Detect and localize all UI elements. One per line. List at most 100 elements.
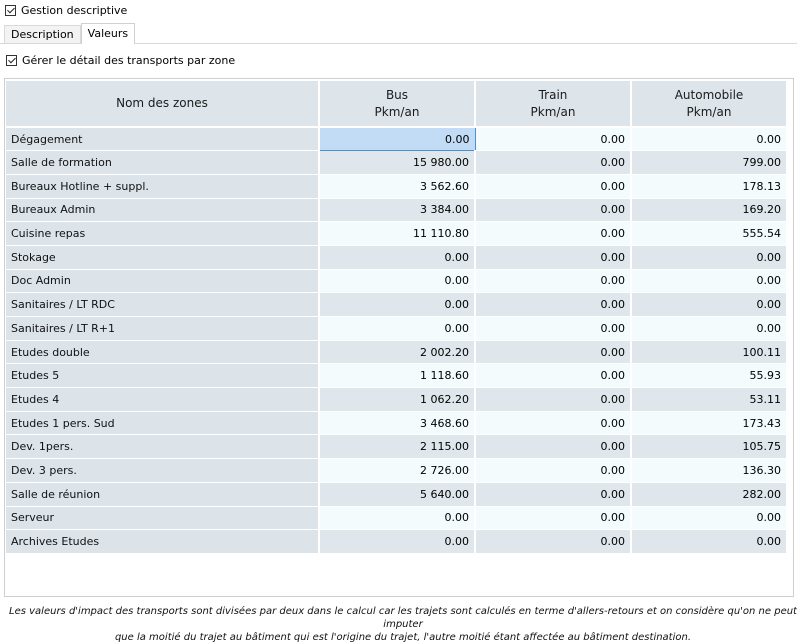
gestion-descriptive-checkbox[interactable] — [5, 5, 16, 16]
bus-cell[interactable]: 1 118.60 — [319, 363, 476, 389]
train-cell[interactable]: 0.00 — [475, 458, 632, 483]
tab-valeurs[interactable]: Valeurs — [80, 23, 136, 44]
table-row[interactable]: Sanitaires / LT RDC 0.00 0.00 0.00 — [6, 292, 788, 317]
table-row[interactable]: Serveur 0.00 0.00 0.00 — [6, 506, 788, 531]
train-cell[interactable]: 0.00 — [475, 387, 632, 412]
auto-cell[interactable]: 0.00 — [631, 316, 788, 341]
train-cell[interactable]: 0.00 — [475, 434, 632, 460]
bus-cell[interactable]: 11 110.80 — [319, 221, 476, 246]
table-row[interactable]: Dégagement 0.00 0.00 0.00 — [6, 126, 788, 152]
table-row[interactable]: Cuisine repas 11 110.80 0.00 555.54 — [6, 221, 788, 246]
train-cell[interactable]: 0.00 — [475, 292, 632, 317]
bus-cell[interactable]: 0.00 — [319, 506, 476, 531]
header-bus-title: Bus — [385, 87, 409, 102]
gestion-descriptive-label: Gestion descriptive — [21, 4, 128, 17]
bus-cell[interactable]: 0.00 — [319, 245, 476, 270]
table-row[interactable]: Bureaux Admin 3 384.00 0.00 169.20 — [6, 198, 788, 223]
auto-cell[interactable]: 55.93 — [631, 363, 788, 389]
header-bus-unit: Pkm/an — [374, 104, 420, 119]
auto-cell[interactable]: 799.00 — [631, 150, 788, 175]
train-cell[interactable]: 0.00 — [475, 198, 632, 223]
train-cell[interactable]: 0.00 — [475, 127, 632, 152]
auto-cell[interactable]: 282.00 — [631, 482, 788, 507]
bus-cell[interactable]: 0.00 — [319, 292, 476, 317]
bus-cell[interactable]: 3 562.60 — [319, 174, 476, 199]
note-line-2: que la moitié du trajet au bâtiment qui … — [114, 632, 692, 643]
bus-cell[interactable]: 15 980.00 — [319, 150, 476, 175]
table-row[interactable]: Etudes 1 pers. Sud 3 468.60 0.00 173.43 — [6, 411, 788, 436]
table-row[interactable]: Stokage 0.00 0.00 0.00 — [6, 245, 788, 270]
auto-cell[interactable]: 0.00 — [631, 292, 788, 317]
table-row[interactable]: Etudes double 2 002.20 0.00 100.11 — [6, 340, 788, 365]
auto-cell[interactable]: 100.11 — [631, 340, 788, 365]
auto-cell[interactable]: 173.43 — [631, 411, 788, 436]
auto-cell[interactable]: 555.54 — [631, 221, 788, 246]
auto-cell[interactable]: 0.00 — [631, 269, 788, 294]
auto-cell[interactable]: 178.13 — [631, 174, 788, 199]
valeurs-panel: Gérer le détail des transports par zone … — [0, 43, 797, 643]
header-auto[interactable]: Automobile Pkm/an — [631, 81, 788, 128]
train-cell[interactable]: 0.00 — [475, 506, 632, 531]
tab-bar: Description Valeurs — [4, 23, 136, 44]
header-bus[interactable]: Bus Pkm/an — [319, 81, 476, 128]
train-cell[interactable]: 0.00 — [475, 340, 632, 365]
table-row[interactable]: Archives Etudes 0.00 0.00 0.00 — [6, 529, 788, 554]
zone-cell: Salle de formation — [6, 150, 320, 175]
auto-cell[interactable]: 0.00 — [631, 529, 788, 554]
table-row[interactable]: Dev. 1pers. 2 115.00 0.00 105.75 — [6, 434, 788, 460]
header-zone[interactable]: Nom des zones — [6, 81, 320, 128]
bus-cell[interactable]: 0.00 — [319, 529, 476, 554]
zone-cell: Etudes 1 pers. Sud — [6, 411, 320, 436]
bus-cell[interactable]: 3 468.60 — [319, 411, 476, 436]
train-cell[interactable]: 0.00 — [475, 363, 632, 389]
header-train[interactable]: Train Pkm/an — [475, 81, 632, 128]
detail-transports-checkbox-row[interactable]: Gérer le détail des transports par zone — [6, 54, 235, 67]
gestion-descriptive-checkbox-row[interactable]: Gestion descriptive — [5, 4, 127, 17]
zone-cell: Dégagement — [6, 127, 320, 152]
table-row[interactable]: Sanitaires / LT R+1 0.00 0.00 0.00 — [6, 316, 788, 341]
header-auto-title: Automobile — [674, 87, 744, 102]
bus-cell[interactable]: 1 062.20 — [319, 387, 476, 412]
table-header-row: Nom des zones Bus Pkm/an Train Pkm/an Au… — [6, 81, 788, 128]
bus-cell[interactable]: 0.00 — [319, 316, 476, 341]
bus-cell[interactable]: 2 726.00 — [319, 458, 476, 483]
auto-cell[interactable]: 0.00 — [631, 506, 788, 531]
zone-cell: Serveur — [6, 506, 320, 531]
train-cell[interactable]: 0.00 — [475, 174, 632, 199]
tab-description[interactable]: Description — [4, 25, 81, 44]
detail-transports-checkbox[interactable] — [6, 55, 17, 66]
transport-grid: Nom des zones Bus Pkm/an Train Pkm/an Au… — [4, 78, 797, 643]
bus-cell[interactable]: 2 002.20 — [319, 340, 476, 365]
train-cell[interactable]: 0.00 — [475, 150, 632, 175]
zone-cell: Bureaux Hotline + suppl. — [6, 174, 320, 199]
train-cell[interactable]: 0.00 — [475, 529, 632, 554]
bus-cell[interactable]: 0.00 — [318, 126, 476, 152]
auto-cell[interactable]: 105.75 — [631, 434, 788, 460]
train-cell[interactable]: 0.00 — [475, 221, 632, 246]
bus-cell[interactable]: 5 640.00 — [319, 482, 476, 507]
table-row[interactable]: Dev. 3 pers. 2 726.00 0.00 136.30 — [6, 458, 788, 483]
train-cell[interactable]: 0.00 — [475, 411, 632, 436]
train-cell[interactable]: 0.00 — [475, 316, 632, 341]
table-row[interactable]: Doc Admin 0.00 0.00 0.00 — [6, 269, 788, 294]
bus-cell[interactable]: 3 384.00 — [319, 198, 476, 223]
table-body: Dégagement 0.00 0.00 0.00 Salle de formation… — [6, 126, 788, 554]
zone-cell: Sanitaires / LT RDC — [6, 292, 320, 317]
bus-cell[interactable]: 2 115.00 — [319, 434, 476, 460]
auto-cell[interactable]: 169.20 — [631, 198, 788, 223]
table-row[interactable]: Salle de réunion 5 640.00 0.00 282.00 — [6, 482, 788, 507]
train-cell[interactable]: 0.00 — [475, 269, 632, 294]
bus-cell[interactable]: 0.00 — [319, 269, 476, 294]
header-train-unit: Pkm/an — [530, 104, 576, 119]
auto-cell[interactable]: 136.30 — [631, 458, 788, 483]
table-row[interactable]: Bureaux Hotline + suppl. 3 562.60 0.00 178.… — [6, 174, 788, 199]
header-auto-unit: Pkm/an — [686, 104, 732, 119]
auto-cell[interactable]: 0.00 — [631, 245, 788, 270]
train-cell[interactable]: 0.00 — [475, 482, 632, 507]
train-cell[interactable]: 0.00 — [475, 245, 632, 270]
table-row[interactable]: Salle de formation 15 980.00 0.00 799.00 — [6, 150, 788, 175]
auto-cell[interactable]: 53.11 — [631, 387, 788, 412]
auto-cell[interactable]: 0.00 — [631, 127, 788, 152]
